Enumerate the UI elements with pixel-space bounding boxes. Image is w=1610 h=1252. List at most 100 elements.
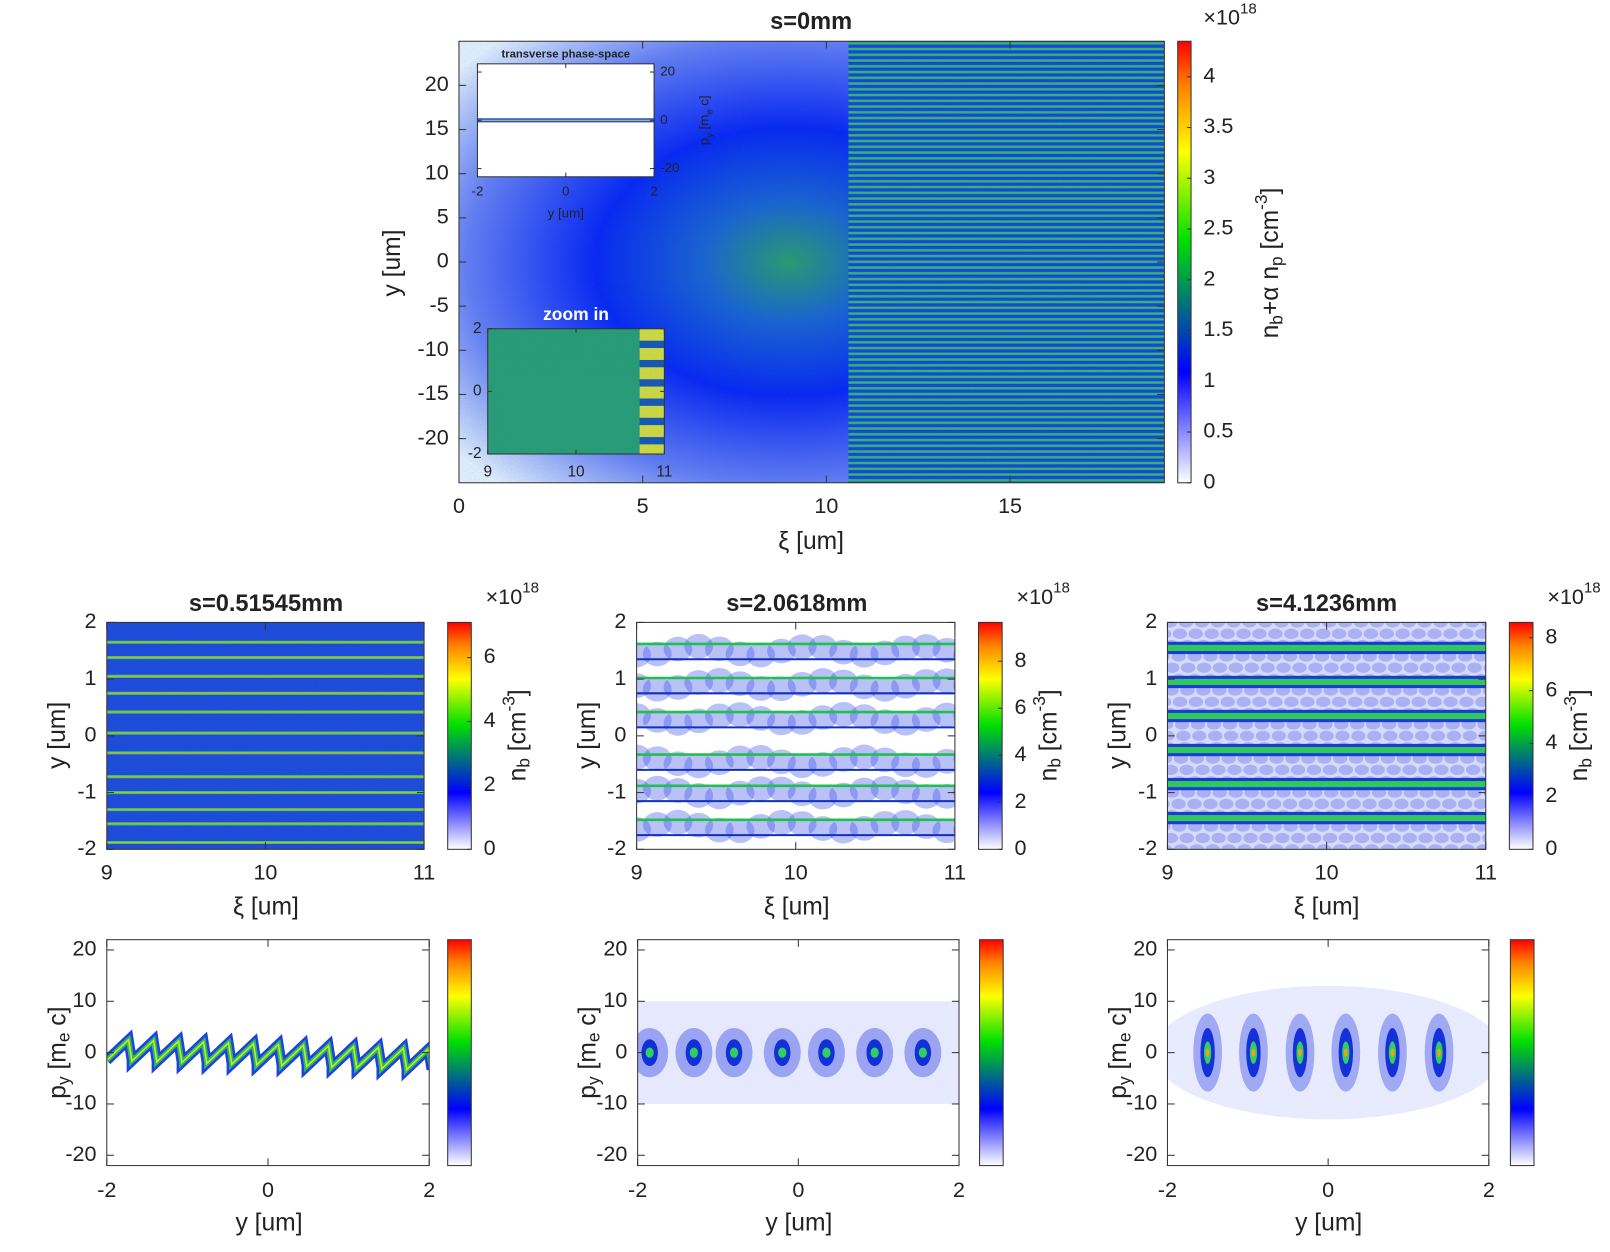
blob (1167, 697, 1172, 707)
axes-box (487, 328, 665, 455)
blob (1300, 844, 1316, 850)
label-part: b (1044, 758, 1064, 768)
blob (1322, 832, 1338, 844)
blob (1396, 844, 1411, 850)
blob (1275, 832, 1290, 844)
heatmap-image (1167, 622, 1486, 850)
blob (1269, 844, 1284, 850)
speckle (487, 328, 665, 455)
blob (1284, 628, 1299, 639)
x-tick-label: 11 (1475, 860, 1497, 885)
band-core (1167, 712, 1486, 720)
blob-max (1343, 1048, 1348, 1057)
blob (1444, 844, 1459, 850)
blob (1212, 662, 1228, 673)
label-part: ×10 (1203, 4, 1240, 29)
label-part: +α n (1257, 266, 1284, 315)
label-part: y (705, 133, 715, 138)
blob (704, 784, 734, 810)
y-tick-label: -2 (1138, 835, 1157, 860)
band-core (1167, 678, 1486, 686)
y-tick-label: 2 (473, 320, 482, 337)
label-part: p (44, 1085, 71, 1099)
x-axis-label: y [um] (548, 205, 584, 220)
blob (1282, 798, 1298, 810)
blob (1180, 662, 1196, 673)
band-core (1167, 644, 1486, 652)
colorbar-tick-label: 0 (484, 835, 496, 860)
blob (642, 775, 672, 801)
blob (1395, 628, 1410, 639)
y-tick-label: 10 (73, 987, 97, 1012)
y-axis-label: y [um] (1105, 702, 1132, 769)
blob (1338, 764, 1354, 776)
blob (1466, 832, 1481, 844)
blob (932, 702, 955, 728)
blob (1243, 764, 1258, 776)
blob (1403, 662, 1419, 673)
blob (808, 784, 838, 810)
label-part: c] (696, 95, 711, 109)
blob (1449, 622, 1464, 628)
blob (1220, 628, 1235, 639)
y-tick-label: -1 (607, 778, 626, 803)
blob (891, 635, 920, 661)
blob (1362, 798, 1377, 810)
blob (1353, 622, 1369, 628)
colorbar-tick-label: 1.5 (1203, 316, 1233, 341)
blob (1369, 622, 1385, 628)
heatmap-image (106, 1029, 430, 1082)
label-part: n (1257, 325, 1284, 339)
blob-max (1390, 1048, 1395, 1057)
y-tick-label: 0 (1145, 1038, 1157, 1063)
blob (746, 745, 776, 770)
blob (1167, 662, 1180, 673)
blob (1236, 696, 1251, 707)
blob (870, 677, 900, 702)
blob (1211, 764, 1226, 776)
blob (1419, 662, 1435, 673)
blob (1220, 696, 1235, 707)
panel-title: s=0mm (770, 9, 852, 35)
blob (829, 818, 858, 844)
label-part: -3 (1250, 194, 1270, 209)
label-part: c] (574, 1007, 601, 1033)
blob (953, 824, 955, 836)
blob (1316, 844, 1332, 850)
blob (1411, 628, 1426, 639)
blob (1473, 798, 1486, 810)
blob (1385, 622, 1400, 628)
blob (1167, 844, 1173, 850)
label-part: -3 (1560, 696, 1580, 711)
y-tick-label: 10 (425, 159, 449, 184)
blob (1210, 622, 1225, 628)
y-tick-label: -10 (65, 1090, 96, 1115)
panel-title: s=4.1236mm (1256, 591, 1397, 617)
blob-peak (918, 1047, 927, 1058)
blob (1167, 800, 1170, 808)
y-tick-label: 20 (73, 936, 97, 961)
blob (1274, 622, 1289, 628)
blob-max (1298, 1048, 1302, 1057)
blob (1394, 798, 1409, 810)
colorbar-tick-label: 8 (1014, 647, 1026, 672)
y-tick-label: -2 (77, 835, 96, 860)
x-tick-label: 10 (567, 464, 584, 481)
blob (1276, 662, 1291, 673)
blob (1370, 764, 1385, 776)
blob (1443, 696, 1458, 707)
x-tick-label: 9 (101, 860, 113, 885)
blob (1179, 764, 1194, 776)
label-part: ×10 (1547, 583, 1584, 608)
blob (1321, 622, 1337, 628)
blob (1482, 833, 1486, 843)
heatmap-image (477, 63, 655, 177)
blob (1446, 730, 1462, 741)
blob (1451, 662, 1466, 673)
y-tick-label: -20 (660, 160, 679, 175)
blob (1457, 798, 1473, 810)
blob (1242, 622, 1257, 628)
blob-max (1205, 1048, 1210, 1057)
blob (1434, 764, 1449, 776)
